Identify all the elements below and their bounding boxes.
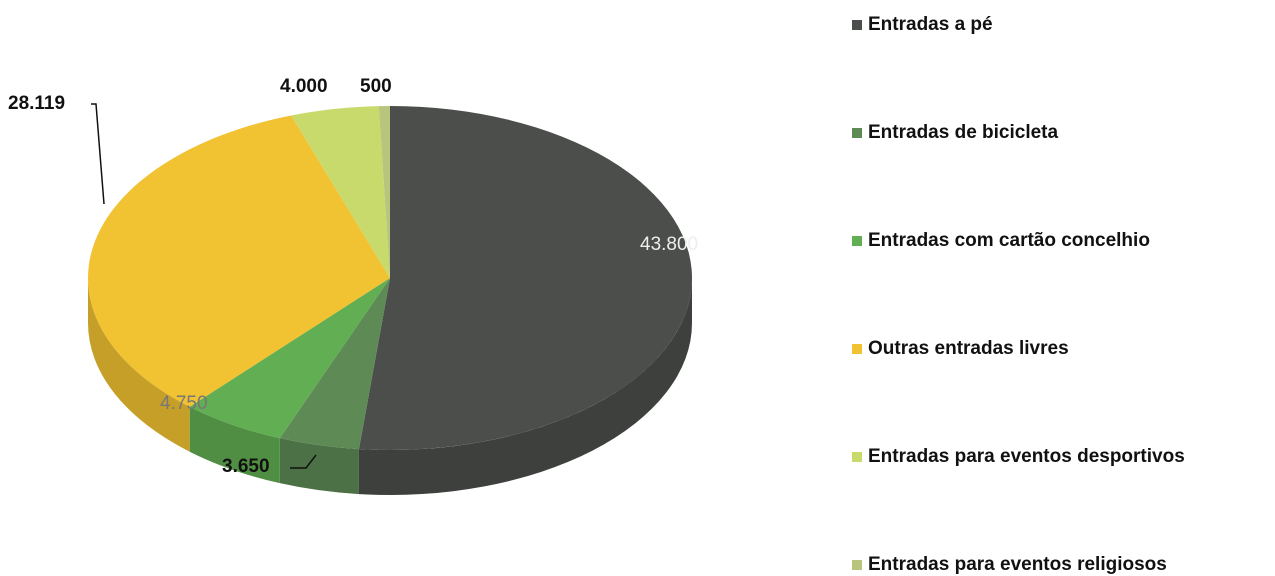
- legend-swatch: [852, 452, 862, 462]
- data-label: 43.800: [640, 234, 698, 255]
- data-label: 4.000: [280, 76, 328, 97]
- legend-label: Entradas com cartão concelhio: [868, 230, 1150, 251]
- legend-swatch: [852, 344, 862, 354]
- slice: [378, 106, 390, 278]
- slice: [358, 106, 692, 450]
- slice: [279, 278, 390, 450]
- legend-swatch: [852, 20, 862, 30]
- data-label: 500: [360, 76, 392, 97]
- legend-label: Entradas para eventos desportivos: [868, 446, 1185, 467]
- legend-swatch: [852, 560, 862, 570]
- legend-label: Entradas a pé: [868, 14, 993, 35]
- data-label: 28.119: [8, 93, 65, 114]
- slice: [189, 278, 390, 439]
- data-label: 3.650: [222, 456, 270, 477]
- leader-line: [290, 454, 317, 469]
- slice-side: [87, 278, 190, 452]
- slice-side: [189, 406, 280, 484]
- slice-side: [279, 438, 359, 495]
- slice: [88, 115, 390, 407]
- legend-label: Entradas para eventos religiosos: [868, 554, 1167, 575]
- legend-swatch: [852, 236, 862, 246]
- data-label: 4.750: [160, 393, 208, 414]
- legend-label: Outras entradas livres: [868, 338, 1069, 359]
- legend-swatch: [852, 128, 862, 138]
- slice: [291, 106, 390, 278]
- leader-line: [91, 103, 105, 205]
- slice-side: [358, 278, 692, 495]
- legend-label: Entradas de bicicleta: [868, 122, 1059, 143]
